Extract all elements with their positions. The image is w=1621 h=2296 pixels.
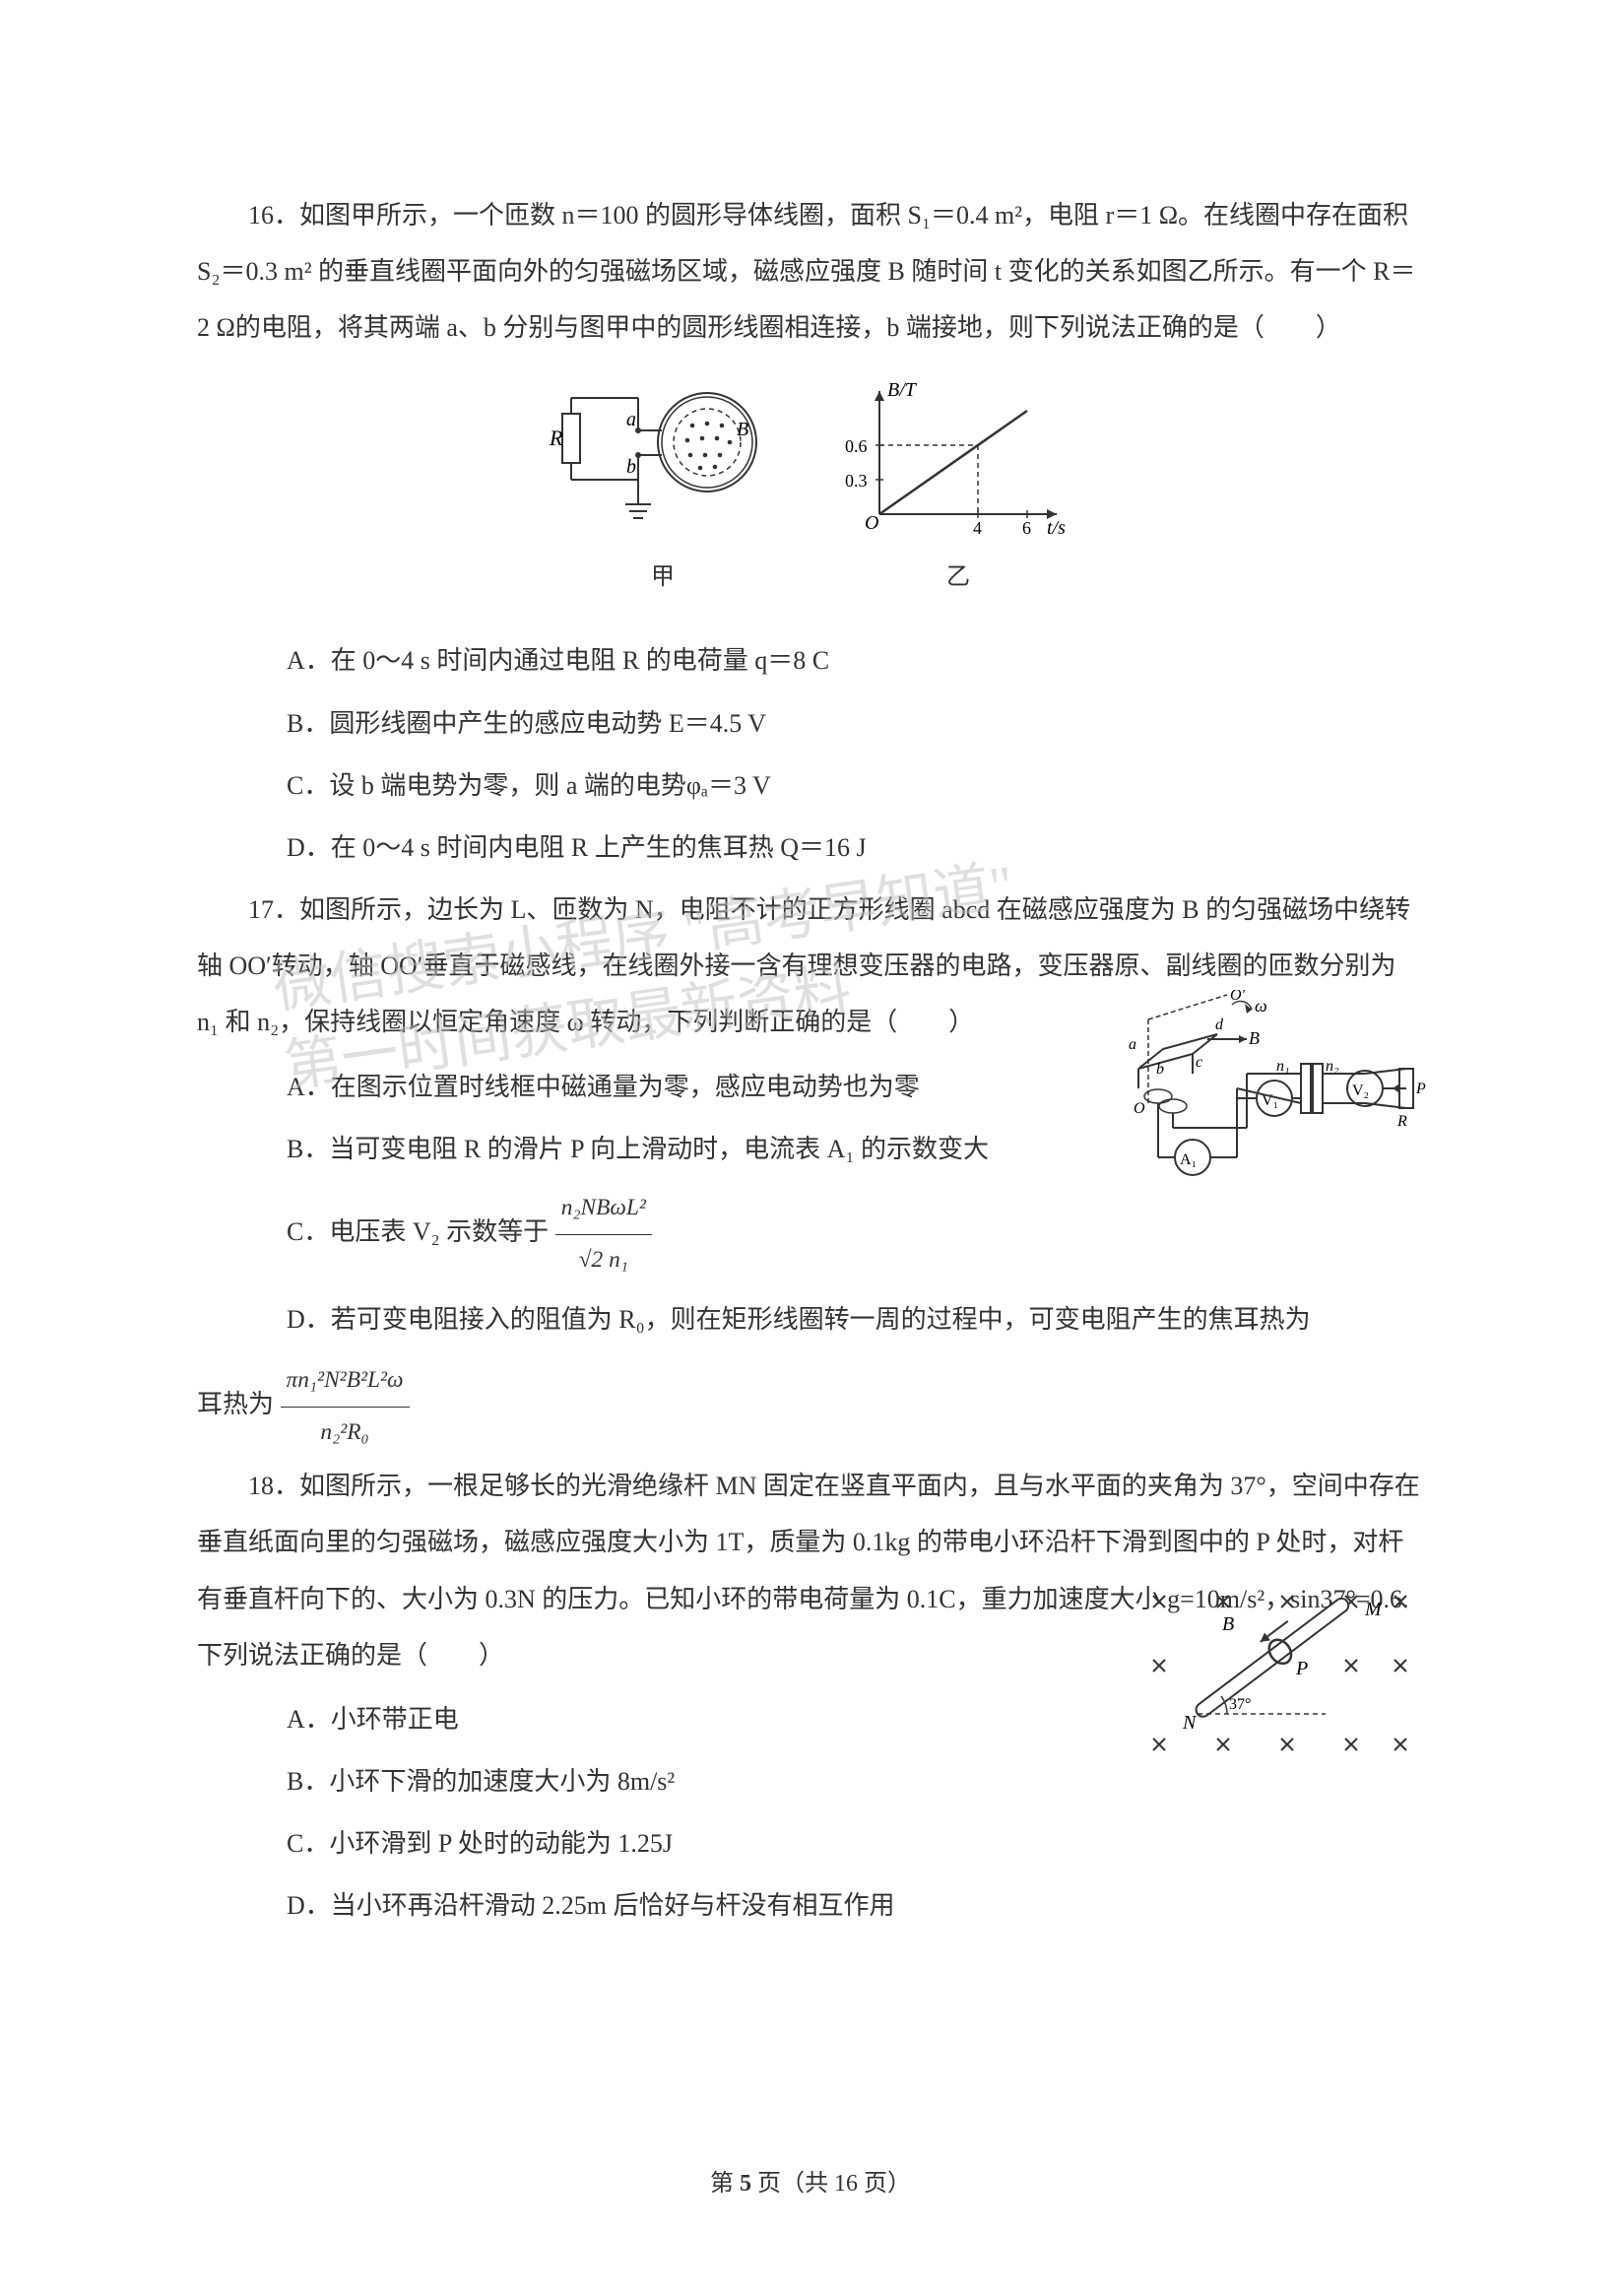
transformer-diagram: a b c d O O′ B ω A₁ xyxy=(1119,990,1434,1187)
lbl-P: P xyxy=(1295,1658,1308,1679)
q16-intro: 16．如图甲所示，一个匝数 n＝100 的圆形导体线圈，面积 S₁＝0.4 m²… xyxy=(197,187,1424,357)
q17-optC: C．电压表 V₂ 示数等于 n₂NBωL² √2 n₁ xyxy=(197,1183,1424,1285)
q18-optD: D．当小环再沿杆滑动 2.25m 后恰好与杆没有相互作用 xyxy=(197,1877,1424,1934)
q16-optA: A．在 0～4 s 时间内通过电阻 R 的电荷量 q＝8 C xyxy=(197,632,1424,689)
q17-optC-num: n₂NBωL² xyxy=(555,1183,652,1234)
label-b: b xyxy=(626,456,636,478)
label-a: a xyxy=(626,409,636,430)
origin-label: O xyxy=(865,512,878,534)
lbl-M: M xyxy=(1364,1599,1383,1620)
q16-figures: R a b xyxy=(197,376,1424,604)
lbl-omega: ω xyxy=(1255,996,1267,1016)
footer-prefix: 第 xyxy=(710,2171,740,2197)
q17-wrapper: 17．如图所示，边长为 L、匝数为 N，电阻不计的正方形线圈 abcd 在磁感应… xyxy=(197,882,1424,1285)
q16-figure-jia: R a b xyxy=(545,376,781,604)
page-footer: 第 5 页（共 16 页） xyxy=(0,2163,1621,2198)
yaxis-label: B/T xyxy=(887,379,918,401)
lbl-N: N xyxy=(1182,1712,1198,1734)
xtick-0: 4 xyxy=(973,518,982,538)
lbl-c: c xyxy=(1196,1054,1202,1071)
label-R: R xyxy=(549,426,563,450)
q17-optD: D．若可变电阻接入的阻值为 R₀，则在矩形线圈转一周的过程中，可变电阻产生的焦耳… xyxy=(197,1291,1424,1347)
q17-optC-fraction: n₂NBωL² √2 n₁ xyxy=(555,1183,652,1285)
q18-wrapper: 18．如图所示，一根足够长的光滑绝缘杆 MN 固定在竖直平面内，且与水平面的夹角… xyxy=(197,1458,1424,1935)
q18-figure: B M N P xyxy=(1129,1576,1424,1773)
xtick-1: 6 xyxy=(1022,518,1031,538)
lbl-R2: R xyxy=(1396,1113,1407,1130)
q18-optC: C．小环滑到 P 处时的动能为 1.25J xyxy=(197,1815,1424,1871)
lbl-O: O xyxy=(1134,1100,1145,1117)
ytick-1: 0.6 xyxy=(845,436,868,456)
lbl-n1: n₁ xyxy=(1276,1058,1290,1075)
rod-diagram: B M N P xyxy=(1129,1576,1424,1773)
q17-optD-den: n₂²R₀ xyxy=(281,1408,410,1458)
q17-optD-formula-line: 耳热为 πn₁²N²B²L²ω n₂²R₀ xyxy=(197,1355,1424,1458)
lbl-b: b xyxy=(1156,1061,1164,1078)
q17-optD-num: πn₁²N²B²L²ω xyxy=(281,1355,410,1407)
q17-optC-prefix: C．电压表 V₂ 示数等于 xyxy=(287,1217,555,1246)
lbl-a: a xyxy=(1129,1036,1136,1053)
fig-label-yi: 乙 xyxy=(946,552,970,604)
q17-figure: a b c d O O′ B ω A₁ xyxy=(1119,990,1434,1187)
fig-label-jia: 甲 xyxy=(651,552,675,604)
label-B: B xyxy=(737,419,748,440)
circuit-diagram: R a b xyxy=(545,376,781,544)
lbl-n2: n₂ xyxy=(1326,1058,1339,1075)
graph-diagram: B/T t/s O 0.3 0.6 4 6 xyxy=(840,376,1076,544)
q17-optC-den: √2 n₁ xyxy=(555,1235,652,1285)
lbl-A1: A₁ xyxy=(1180,1151,1197,1168)
lbl-B: B xyxy=(1249,1028,1260,1048)
ytick-0: 0.3 xyxy=(845,471,868,491)
footer-suffix: 页（共 16 页） xyxy=(751,2171,911,2197)
lbl-angle: 37° xyxy=(1229,1696,1251,1713)
q17-optD-prefix: D．若可变电阻接入的阻值为 R₀，则在矩形线圈转一周的过程中，可变电阻产生的焦耳… xyxy=(287,1305,1311,1334)
q16-figure-yi: B/T t/s O 0.3 0.6 4 6 乙 xyxy=(840,376,1076,604)
lbl-P: P xyxy=(1415,1081,1426,1097)
page-content: 16．如图甲所示，一个匝数 n＝100 的圆形导体线圈，面积 S₁＝0.4 m²… xyxy=(0,0,1621,2039)
lbl-V2: V₂ xyxy=(1352,1082,1369,1099)
lbl-d: d xyxy=(1215,1017,1224,1033)
q16-optB: B．圆形线圈中产生的感应电动势 E＝4.5 V xyxy=(197,695,1424,752)
footer-pagenum: 5 xyxy=(740,2171,751,2197)
q16-optC: C．设 b 端电势为零，则 a 端的电势φₐ＝3 V xyxy=(197,757,1424,814)
q17-optD-fraction: πn₁²N²B²L²ω n₂²R₀ xyxy=(281,1355,410,1458)
q16-optD: D．在 0～4 s 时间内电阻 R 上产生的焦耳热 Q＝16 J xyxy=(197,820,1424,876)
xaxis-label: t/s xyxy=(1047,517,1066,539)
lbl-B-field: B xyxy=(1222,1613,1234,1635)
